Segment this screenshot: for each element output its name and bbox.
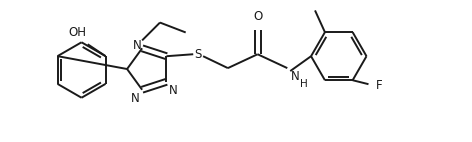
Text: N: N <box>130 92 139 105</box>
Text: N: N <box>291 70 300 83</box>
Text: N: N <box>133 39 142 52</box>
Text: F: F <box>375 79 382 92</box>
Text: N: N <box>169 84 177 97</box>
Text: H: H <box>300 79 308 89</box>
Text: O: O <box>253 10 262 23</box>
Text: OH: OH <box>69 26 87 39</box>
Text: S: S <box>194 48 202 61</box>
